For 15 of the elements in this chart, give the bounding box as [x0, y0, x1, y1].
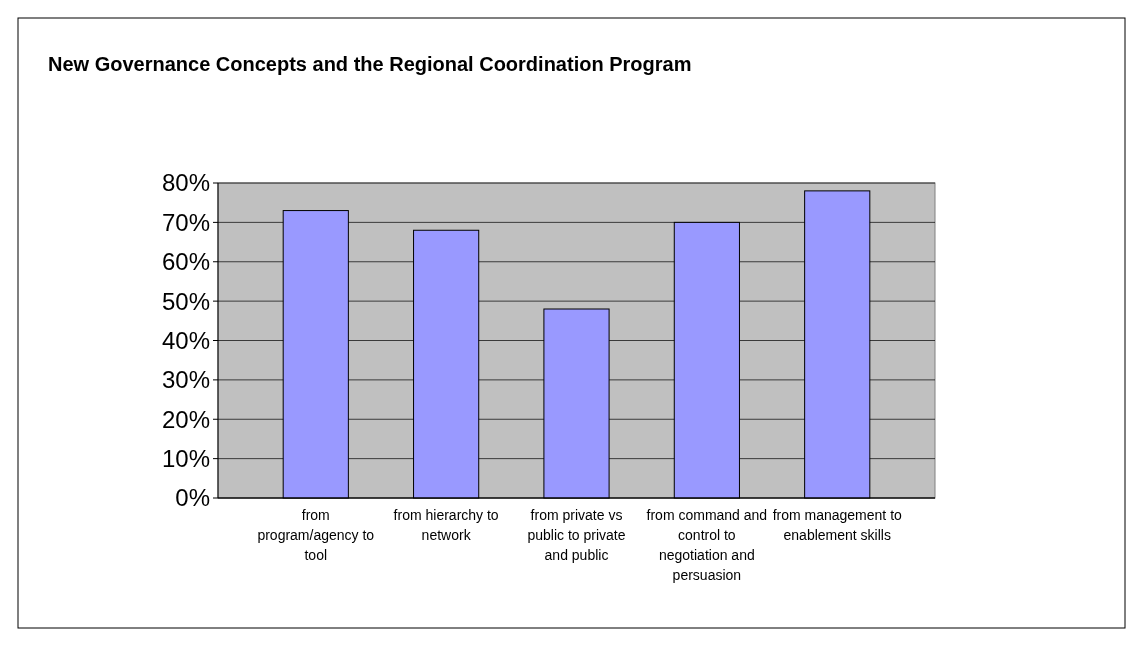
x-tick-label: from private vs public to private and public [527, 507, 626, 563]
x-tick-label: from hierarchy to network [393, 507, 499, 543]
y-tick-label: 20% [161, 405, 210, 433]
y-tick-label: 80% [161, 169, 210, 197]
y-tick-label: 60% [161, 248, 210, 276]
y-tick-label: 50% [161, 287, 210, 315]
x-tick-label: from command and control to negotiation and persuasion [646, 507, 768, 583]
x-tick-label: from management to enablement skills [772, 507, 903, 543]
y-tick-label: 0% [175, 484, 210, 512]
y-tick-label: 70% [161, 208, 210, 236]
y-tick-label: 30% [161, 366, 210, 394]
y-tick-label: 40% [161, 326, 210, 354]
chart-title: New Governance Concepts and the Regional Coordination Program [48, 53, 692, 75]
y-tick-label: 10% [161, 445, 210, 473]
x-tick-label: from program/agency to tool [257, 507, 375, 563]
